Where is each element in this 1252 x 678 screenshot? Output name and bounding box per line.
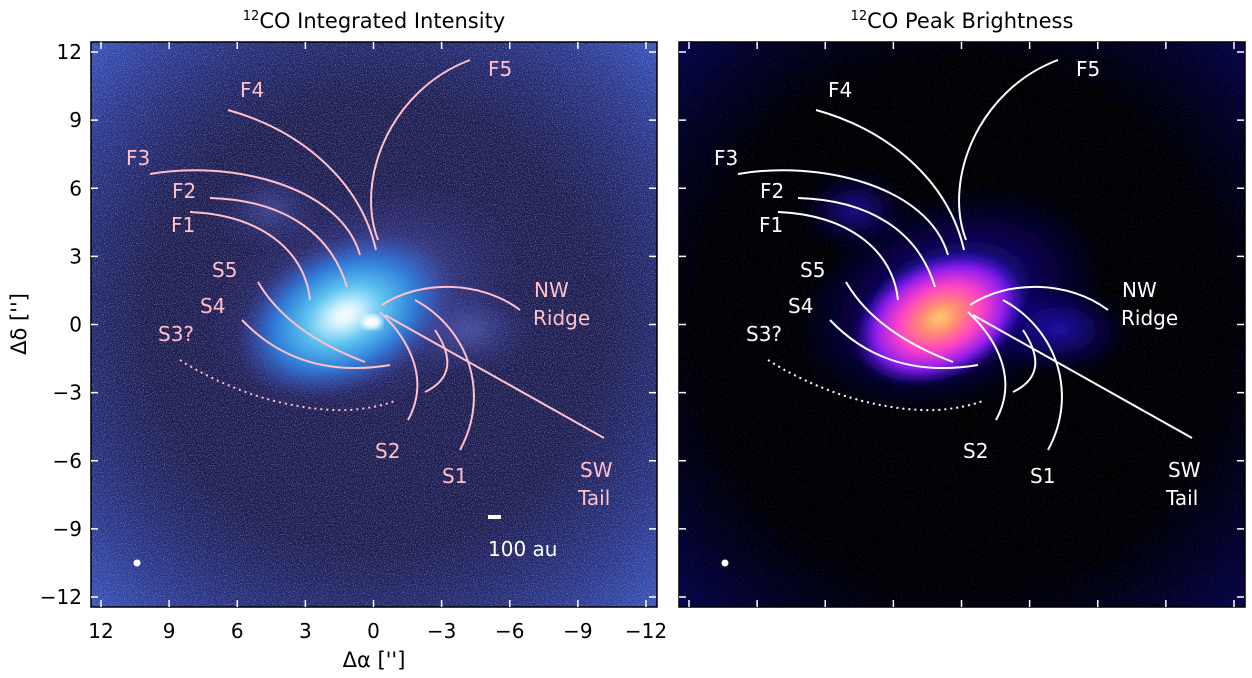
label-S2: S2 bbox=[375, 439, 400, 463]
x-tick-label: 9 bbox=[163, 619, 176, 643]
x-tick-label: −9 bbox=[563, 619, 592, 643]
label-F4: F4 bbox=[828, 78, 852, 102]
right-panel: F3 F2 F1 F4 F5 S5 S4 S3? S2 S1 NW Ridge … bbox=[678, 9, 1246, 608]
label-Ridge: Ridge bbox=[1121, 306, 1178, 330]
label-S5: S5 bbox=[800, 258, 825, 282]
x-axis-label: Δα [''] bbox=[343, 648, 406, 672]
x-tick-label: 6 bbox=[231, 619, 244, 643]
label-F5: F5 bbox=[1076, 57, 1100, 81]
label-S1: S1 bbox=[442, 464, 467, 488]
label-S4: S4 bbox=[788, 294, 813, 318]
scalebar bbox=[488, 515, 501, 519]
label-F1: F1 bbox=[171, 213, 195, 237]
right-panel-title: 12CO Peak Brightness bbox=[851, 9, 1074, 33]
label-F3: F3 bbox=[714, 146, 738, 170]
label-SW: SW bbox=[1168, 458, 1201, 482]
label-F3: F3 bbox=[126, 146, 150, 170]
y-tick-label: 12 bbox=[57, 40, 82, 64]
x-tick-label: −12 bbox=[625, 619, 667, 643]
label-NW: NW bbox=[1122, 278, 1157, 302]
label-NW: NW bbox=[534, 278, 569, 302]
label-S3: S3? bbox=[158, 322, 194, 346]
label-S5: S5 bbox=[212, 258, 237, 282]
label-F5: F5 bbox=[488, 57, 512, 81]
left-beam bbox=[133, 559, 141, 567]
y-tick-label: 0 bbox=[69, 313, 82, 337]
label-Tail: Tail bbox=[1165, 486, 1198, 510]
label-S1: S1 bbox=[1030, 464, 1055, 488]
label-Ridge: Ridge bbox=[533, 306, 590, 330]
left-s3-dotted bbox=[179, 359, 398, 412]
right-beam bbox=[721, 559, 729, 567]
x-tick-label: −6 bbox=[495, 619, 524, 643]
label-S4: S4 bbox=[200, 294, 225, 318]
y-tick-label: −6 bbox=[53, 449, 82, 473]
y-tick-label: 3 bbox=[69, 244, 82, 268]
label-SW: SW bbox=[580, 458, 613, 482]
left-labels: F3 F2 F1 F4 F5 S5 S4 S3? S2 S1 NW Ridge … bbox=[126, 57, 613, 510]
label-F4: F4 bbox=[240, 78, 264, 102]
left-overlay-curves bbox=[149, 59, 605, 451]
label-Tail: Tail bbox=[577, 486, 610, 510]
label-S3: S3? bbox=[746, 322, 782, 346]
left-panel: 100 au F3 F2 F1 F4 F5 S5 S4 S3? S2 S1 NW… bbox=[7, 9, 667, 672]
x-tick-label: 12 bbox=[88, 619, 113, 643]
label-F2: F2 bbox=[760, 179, 784, 203]
y-tick-label: −3 bbox=[53, 381, 82, 405]
right-overlay-curves bbox=[737, 59, 1193, 451]
label-F1: F1 bbox=[759, 213, 783, 237]
x-tick-label: −3 bbox=[427, 619, 456, 643]
label-F2: F2 bbox=[172, 179, 196, 203]
y-axis-label: Δδ [''] bbox=[7, 293, 31, 355]
right-labels: F3 F2 F1 F4 F5 S5 S4 S3? S2 S1 NW Ridge … bbox=[714, 57, 1201, 510]
scalebar-label: 100 au bbox=[488, 537, 557, 561]
x-tick-label: 0 bbox=[367, 619, 380, 643]
x-tick-label: 3 bbox=[299, 619, 312, 643]
right-ticks bbox=[679, 42, 1244, 607]
left-panel-title: 12CO Integrated Intensity bbox=[243, 9, 505, 33]
y-tick-label: 6 bbox=[69, 176, 82, 200]
left-ticks bbox=[91, 42, 656, 607]
y-tick-label: −12 bbox=[40, 585, 82, 609]
y-tick-label: −9 bbox=[53, 517, 82, 541]
y-tick-label: 9 bbox=[69, 108, 82, 132]
right-s3-dotted bbox=[767, 359, 986, 412]
label-S2: S2 bbox=[963, 439, 988, 463]
